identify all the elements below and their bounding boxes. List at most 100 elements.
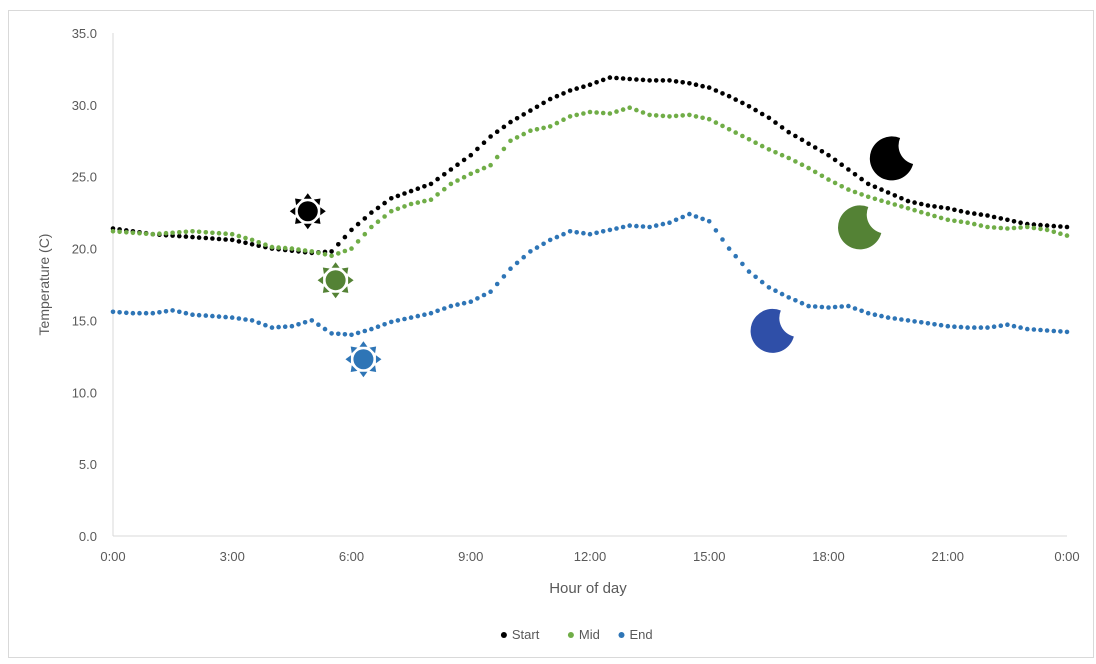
- data-point: [998, 323, 1004, 329]
- data-point: [150, 231, 156, 237]
- data-point: [972, 325, 977, 330]
- data-point: [442, 186, 447, 192]
- data-point: [468, 152, 474, 158]
- data-point: [375, 324, 381, 330]
- data-point: [879, 198, 884, 203]
- legend-item-end: End: [618, 627, 653, 642]
- data-point: [985, 224, 990, 230]
- data-point: [375, 205, 381, 211]
- data-point: [799, 300, 805, 306]
- y-tick-label: 30.0: [72, 98, 97, 113]
- data-point: [627, 223, 632, 228]
- data-point: [521, 254, 526, 260]
- data-point: [905, 318, 911, 323]
- data-point: [826, 152, 831, 158]
- data-point: [673, 79, 679, 84]
- data-point: [753, 107, 758, 113]
- data-point: [587, 82, 593, 87]
- data-point: [488, 162, 493, 168]
- legend-label: Mid: [579, 627, 600, 642]
- data-point: [369, 224, 374, 230]
- data-point: [952, 207, 957, 213]
- legend: Start Mid End: [500, 627, 653, 642]
- data-point: [667, 114, 672, 119]
- data-point: [1031, 225, 1037, 231]
- data-point: [885, 315, 891, 320]
- data-point: [925, 321, 931, 326]
- data-point: [978, 325, 984, 330]
- data-point: [673, 113, 679, 119]
- data-point: [170, 230, 175, 236]
- data-point: [832, 157, 838, 163]
- data-point: [494, 154, 500, 160]
- data-point: [958, 208, 964, 214]
- data-point: [574, 112, 579, 118]
- data-point: [634, 77, 639, 82]
- data-point: [832, 304, 838, 310]
- data-point: [229, 231, 235, 237]
- temperature-chart: 0.0 5.0 10.0 15.0 20.0 25.0 30.0 35.0 0:00 3:00 6…: [36, 26, 1080, 642]
- data-point: [607, 75, 613, 80]
- data-point: [435, 176, 440, 182]
- data-point: [481, 165, 487, 171]
- data-point: [852, 172, 858, 177]
- y-tick-label: 0.0: [79, 529, 97, 544]
- data-point: [581, 111, 586, 116]
- data-point: [660, 221, 666, 227]
- data-point: [177, 230, 182, 235]
- data-point: [395, 206, 401, 212]
- data-point: [488, 134, 493, 139]
- data-point: [336, 331, 341, 337]
- data-point: [1058, 224, 1063, 229]
- data-point: [594, 230, 599, 236]
- data-point: [461, 174, 467, 180]
- data-point: [660, 113, 666, 119]
- data-point: [269, 244, 275, 250]
- moon-icon: [750, 308, 794, 353]
- data-point: [508, 119, 513, 125]
- sun-icon: [345, 341, 382, 378]
- data-point: [759, 111, 765, 117]
- data-point: [395, 193, 401, 199]
- data-point: [912, 200, 917, 205]
- data-point: [985, 325, 990, 330]
- data-point: [355, 330, 361, 336]
- data-point: [534, 127, 540, 132]
- data-point: [468, 299, 474, 305]
- data-point: [190, 234, 195, 240]
- data-point: [448, 181, 454, 187]
- data-point: [475, 168, 480, 174]
- data-point: [852, 189, 858, 195]
- data-point: [773, 150, 778, 155]
- data-point: [607, 227, 613, 233]
- data-point: [687, 81, 692, 86]
- legend-item-start: Start: [500, 627, 540, 642]
- series-mid: [110, 105, 1070, 259]
- data-point: [859, 176, 864, 182]
- data-point: [634, 107, 639, 113]
- data-point: [1018, 325, 1023, 330]
- data-point: [514, 260, 520, 266]
- data-point: [779, 125, 785, 130]
- data-point: [607, 111, 613, 116]
- data-point: [587, 231, 593, 237]
- data-point: [766, 147, 772, 152]
- data-point: [812, 304, 818, 309]
- data-point: [302, 320, 308, 325]
- data-point: [773, 120, 778, 125]
- y-tick-labels: 0.0 5.0 10.0 15.0 20.0 25.0 30.0 35.0: [72, 26, 97, 544]
- data-point: [150, 310, 156, 316]
- data-point: [786, 155, 791, 161]
- data-point: [143, 231, 149, 236]
- data-point: [1064, 329, 1070, 335]
- data-point: [296, 247, 301, 252]
- axes: [112, 33, 1067, 537]
- data-point: [786, 129, 791, 135]
- data-point: [826, 177, 831, 182]
- data-point: [938, 205, 944, 210]
- data-point: [640, 224, 646, 229]
- data-point: [839, 304, 844, 309]
- data-point: [395, 318, 401, 323]
- data-point: [899, 204, 904, 209]
- data-point: [899, 196, 904, 201]
